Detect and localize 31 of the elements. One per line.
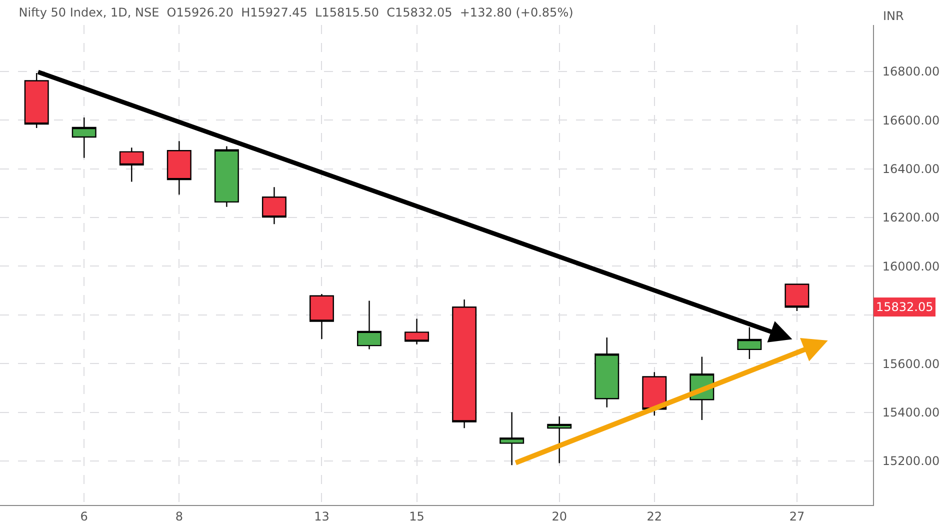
y-tick-label: 16600.00 [882,113,940,128]
candlestick [357,300,382,350]
candlestick [594,336,620,408]
x-tick-label: 22 [646,509,662,524]
candlestick [309,293,334,340]
x-tick-label: 6 [80,509,88,524]
x-tick-label: 15 [409,509,424,524]
text: 15832.05 [876,300,934,314]
y-tick-label: 16000.00 [882,259,940,274]
x-tick-label: 20 [552,509,567,524]
x-tick-label: 27 [789,509,805,524]
y-tick-label: 16400.00 [882,162,940,176]
candlestick [500,412,524,466]
y-tick-label: 15200.00 [882,454,940,468]
y-tick-label: 16800.00 [882,64,940,79]
x-tick-label: 13 [314,509,330,524]
candlestick [72,116,96,158]
chart-title: Nifty 50 Index, 1D, NSE O15926.20 H15927.45 L15815.50 C15832.05 +132.80 (+0.85%) [18,5,574,20]
candlestick [452,298,477,429]
candlestick [214,146,239,208]
candlestick [784,283,810,312]
candlestick [547,416,572,464]
candlestick [166,140,192,196]
candlestick [404,318,430,345]
y-tick-label: 15600.00 [882,356,940,371]
x-tick-label: 8 [175,509,183,524]
candlestick [262,186,286,225]
y-tick-label: 15400.00 [882,405,940,420]
candlestick [119,147,144,182]
y-tick-label: 16200.00 [882,210,940,225]
y-axis-title: INR [883,9,904,23]
